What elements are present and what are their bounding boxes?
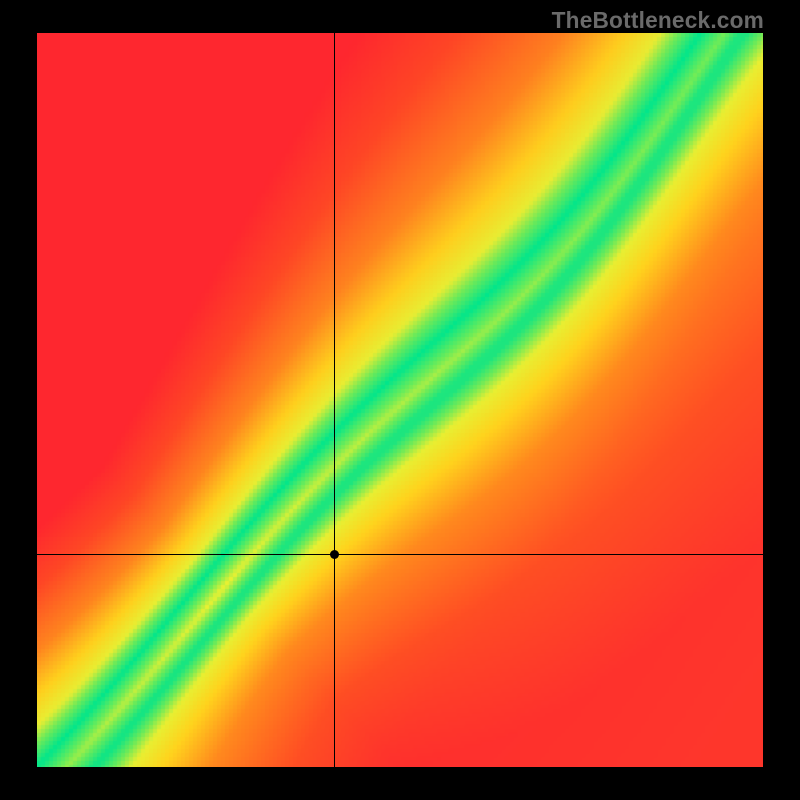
- chart-container: TheBottleneck.com: [0, 0, 800, 800]
- plot-area: [37, 33, 763, 767]
- heatmap-canvas: [37, 33, 763, 767]
- crosshair-vertical: [334, 33, 335, 767]
- watermark-label: TheBottleneck.com: [552, 7, 764, 34]
- crosshair-horizontal: [37, 554, 763, 555]
- crosshair-marker-dot: [330, 550, 339, 559]
